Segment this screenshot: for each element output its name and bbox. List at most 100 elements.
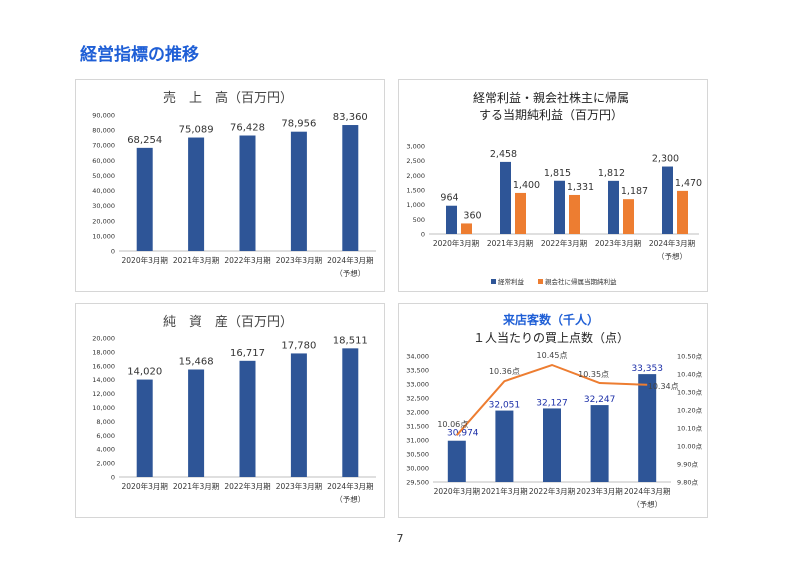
bar-net-income xyxy=(623,199,634,234)
x-tick-label: 2023年3月期 xyxy=(276,481,322,491)
x-tick-label: 2023年3月期 xyxy=(576,486,622,496)
data-label: 15,468 xyxy=(179,356,214,367)
x-tick-label: 2024年3月期 xyxy=(327,255,373,265)
legend-swatch xyxy=(491,279,496,284)
line-data-label: 10.45点 xyxy=(537,351,568,360)
y-tick-label: 20,000 xyxy=(92,335,115,343)
x-tick-label: 2020年3月期 xyxy=(434,486,480,496)
y-tick-label: 30,500 xyxy=(406,451,429,459)
y-tick-label: 32,500 xyxy=(406,395,429,403)
y-tick-label: 70,000 xyxy=(92,142,115,150)
bar-net-income xyxy=(677,190,688,234)
y-tick-label: 20,000 xyxy=(92,217,115,225)
data-label: 78,956 xyxy=(281,119,316,130)
bar xyxy=(136,147,153,251)
bar xyxy=(239,135,256,251)
y-tick-label: 33,000 xyxy=(406,381,429,389)
y-tick-label: 8,000 xyxy=(96,418,115,426)
x-tick-label: 2022年3月期 xyxy=(224,481,270,491)
y-tick-label: 10,000 xyxy=(92,404,115,412)
chart-title-line: １人当たりの買上点数（点） xyxy=(473,330,629,345)
y-tick-label: 60,000 xyxy=(92,157,115,165)
y-tick-label: 0 xyxy=(111,248,115,256)
chart-title-line: 来店客数（千人） xyxy=(502,312,599,327)
x-tick-label: 2023年3月期 xyxy=(595,238,641,248)
y2-tick-label: 10.30点 xyxy=(677,389,703,397)
data-label: 83,360 xyxy=(333,112,368,123)
chart-title-line: 経常利益・親会社株主に帰属 xyxy=(473,90,629,105)
bar xyxy=(239,360,256,477)
y-tick-label: 50,000 xyxy=(92,172,115,180)
net-assets-chart-panel: 純 資 産（百万円） 0 2,000 4,000 6,000 8,000 10,000 12,… xyxy=(75,303,385,518)
data-label: 2,458 xyxy=(490,149,517,160)
customers-chart-panel: 来店客数（千人） １人当たりの買上点数（点） 29,500 30,000 30,500 3… xyxy=(398,303,708,518)
chart-svg: 売 上 高（百万円） 0 10,000 20,000 30,000 40,000 50,00… xyxy=(92,90,376,278)
data-label: 17,780 xyxy=(281,340,316,351)
y-tick-label: 40,000 xyxy=(92,187,115,195)
y-tick-label: 2,000 xyxy=(96,460,115,468)
data-label: 360 xyxy=(463,210,481,221)
data-label: 18,511 xyxy=(333,335,368,346)
chart-svg: 来店客数（千人） １人当たりの買上点数（点） 29,500 30,000 30,500 3… xyxy=(406,312,703,509)
bar-customers xyxy=(638,374,657,482)
bar-ordinary-profit xyxy=(554,180,565,234)
x-tick-note: （予想） xyxy=(335,268,365,278)
data-label: 1,470 xyxy=(675,178,702,189)
data-label: 30,974 xyxy=(447,429,479,439)
profit-chart-panel: 経常利益・親会社株主に帰属 する当期純利益（百万円） 0 500 1,000 1,500 2… xyxy=(398,79,708,292)
x-tick-label: 2020年3月期 xyxy=(433,238,479,248)
data-label: 32,247 xyxy=(584,395,616,405)
bar xyxy=(342,125,359,251)
x-tick-label: 2020年3月期 xyxy=(122,255,168,265)
x-tick-note: （予想） xyxy=(657,251,687,261)
chart-title-line: する当期純利益（百万円） xyxy=(479,108,623,122)
bar-ordinary-profit xyxy=(446,205,457,234)
y-tick-label: 31,000 xyxy=(406,437,429,445)
legend-label: 親会社に帰属当期純利益 xyxy=(545,277,617,286)
x-tick-label: 2024年3月期 xyxy=(649,238,695,248)
data-label: 1,400 xyxy=(513,180,540,191)
legend-label: 経常利益 xyxy=(498,277,525,286)
bar-customers xyxy=(495,410,514,482)
y2-tick-label: 9.80点 xyxy=(677,479,698,487)
y-tick-label: 18,000 xyxy=(92,348,115,356)
bar xyxy=(290,131,307,251)
y2-tick-label: 10.50点 xyxy=(677,353,703,361)
y-tick-label: 32,000 xyxy=(406,409,429,417)
y-tick-label: 16,000 xyxy=(92,362,115,370)
chart-svg: 純 資 産（百万円） 0 2,000 4,000 6,000 8,000 10,000 12,… xyxy=(92,314,376,504)
data-label: 964 xyxy=(440,193,458,204)
y-tick-label: 90,000 xyxy=(92,112,115,120)
bar xyxy=(342,348,359,477)
y-tick-label: 14,000 xyxy=(92,376,115,384)
bar xyxy=(188,137,205,251)
legend-swatch xyxy=(538,279,543,284)
data-label: 32,051 xyxy=(489,401,521,411)
line-data-label: 10.06点 xyxy=(437,420,468,429)
data-label: 33,353 xyxy=(631,364,663,374)
y-tick-label: 30,000 xyxy=(92,202,115,210)
y-tick-label: 10,000 xyxy=(92,232,115,240)
bar-ordinary-profit xyxy=(608,180,619,234)
y2-tick-label: 10.10点 xyxy=(677,425,703,433)
bar-net-income xyxy=(569,194,580,234)
bar xyxy=(290,353,307,477)
bar-customers xyxy=(543,408,561,482)
sales-chart-panel: 売 上 高（百万円） 0 10,000 20,000 30,000 40,000 50,00… xyxy=(75,79,385,292)
chart-title: 売 上 高（百万円） xyxy=(163,90,293,106)
bar xyxy=(136,379,153,477)
x-tick-note: （予想） xyxy=(335,494,365,504)
y-tick-label: 4,000 xyxy=(96,446,115,454)
x-tick-label: 2022年3月期 xyxy=(224,255,270,265)
y-tick-label: 33,500 xyxy=(406,367,429,375)
x-tick-label: 2023年3月期 xyxy=(276,255,322,265)
bar-customers xyxy=(447,440,466,482)
chart-title: 純 資 産（百万円） xyxy=(163,314,293,330)
y-tick-label: 1,000 xyxy=(406,201,425,209)
y-tick-label: 29,500 xyxy=(406,479,429,487)
data-label: 1,331 xyxy=(567,182,594,193)
data-label: 16,717 xyxy=(230,348,265,359)
x-tick-label: 2022年3月期 xyxy=(529,486,575,496)
line-data-label: 10.35点 xyxy=(578,370,609,379)
